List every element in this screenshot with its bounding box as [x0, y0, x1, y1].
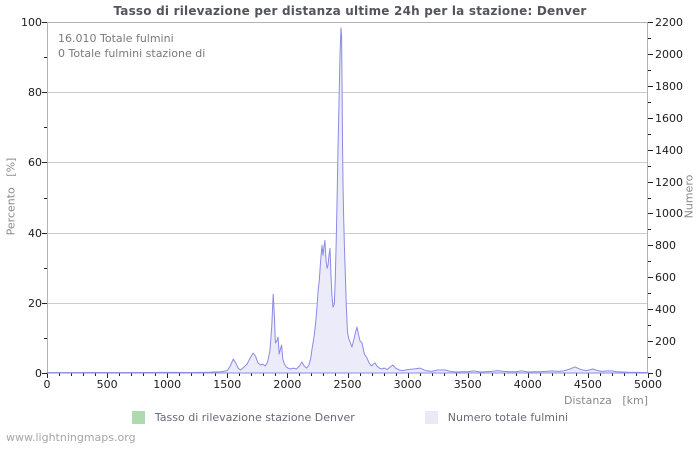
x-tick-label: 0 [43, 378, 51, 391]
left-tick-label: 20 [28, 296, 42, 310]
right-tick-label: 200 [655, 335, 676, 349]
annotation-total-strikes: 16.010 Totale fulmini [58, 32, 174, 45]
x-tick-label: 2000 [273, 378, 302, 391]
legend: Tasso di rilevazione stazione Denver Num… [0, 411, 700, 424]
legend-item-total-strikes: Numero totale fulmini [424, 411, 569, 424]
x-tick-label: 3000 [393, 378, 422, 391]
watermark-url: www.lightningmaps.org [6, 431, 136, 444]
x-tick-label: 4500 [573, 378, 602, 391]
left-axis-label: Percento [%] [4, 157, 18, 236]
x-tick-label: 1500 [213, 378, 242, 391]
right-tick-label: 1800 [655, 79, 683, 93]
left-tick-label: 80 [28, 86, 42, 100]
chart-title: Tasso di rilevazione per distanza ultime… [113, 4, 587, 18]
x-tick-label: 3500 [453, 378, 482, 391]
right-tick-label: 1400 [655, 143, 683, 157]
left-tick-label: 60 [28, 156, 42, 170]
x-tick-label: 500 [96, 378, 118, 391]
right-tick-label: 1200 [655, 175, 683, 189]
series-total-strikes [46, 27, 649, 374]
total-strikes-swatch [424, 411, 438, 424]
left-tick-label: 40 [28, 226, 42, 240]
right-tick-label: 1000 [655, 207, 683, 221]
right-tick-label: 2200 [655, 16, 683, 29]
right-tick-label: 400 [655, 303, 676, 317]
x-tick-label: 2500 [333, 378, 362, 391]
x-tick-label: 5000 [634, 378, 662, 391]
legend-label-detection-rate: Tasso di rilevazione stazione Denver [154, 411, 355, 424]
annotation-box: 16.010 Totale fulmini 0 Totale fulmini s… [58, 31, 205, 61]
x-axis-label: Distanza [km] [564, 394, 648, 407]
right-axis-label: Numero [682, 174, 696, 219]
left-tick-label: 0 [35, 367, 42, 380]
right-tick-label: 1600 [655, 111, 683, 125]
left-tick-label: 100 [21, 16, 42, 29]
annotation-station-strikes: 0 Totale fulmini stazione di [58, 47, 206, 60]
right-tick-label: 800 [655, 239, 676, 253]
right-tick-label: 0 [655, 367, 662, 380]
legend-label-total-strikes: Numero totale fulmini [447, 411, 569, 424]
x-tick-label: 4000 [513, 378, 542, 391]
legend-item-detection-rate: Tasso di rilevazione stazione Denver [131, 411, 355, 424]
x-tick-label: 1000 [153, 378, 182, 391]
right-tick-label: 2000 [655, 47, 683, 61]
detection-rate-swatch [131, 411, 145, 424]
plot-border [47, 22, 648, 373]
right-tick-label: 600 [655, 271, 676, 285]
